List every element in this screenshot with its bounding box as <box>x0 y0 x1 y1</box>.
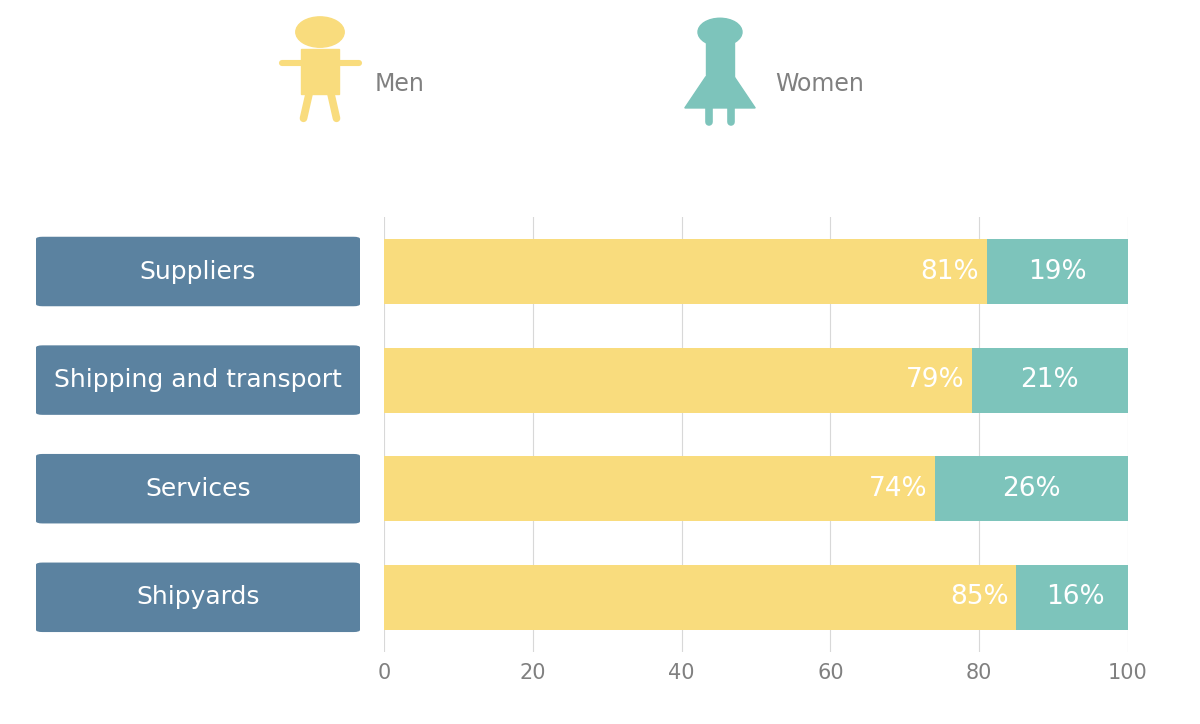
Text: 26%: 26% <box>1002 476 1061 502</box>
Text: 81%: 81% <box>920 258 979 285</box>
Polygon shape <box>685 77 755 108</box>
Text: 74%: 74% <box>869 476 928 502</box>
Bar <box>935 456 1128 521</box>
Text: Suppliers: Suppliers <box>140 259 256 284</box>
Text: Services: Services <box>145 476 251 501</box>
Bar <box>384 239 986 304</box>
Text: 79%: 79% <box>906 367 965 393</box>
Bar <box>384 348 972 413</box>
Text: 19%: 19% <box>1028 258 1087 285</box>
Text: 85%: 85% <box>950 584 1009 610</box>
Circle shape <box>296 17 344 47</box>
Bar <box>301 49 338 94</box>
Text: 21%: 21% <box>1020 367 1079 393</box>
FancyBboxPatch shape <box>36 237 360 306</box>
FancyBboxPatch shape <box>36 563 360 632</box>
Circle shape <box>698 18 742 46</box>
Bar <box>384 456 935 521</box>
Text: Men: Men <box>374 72 425 96</box>
Text: 16%: 16% <box>1046 584 1105 610</box>
Text: Shipping and transport: Shipping and transport <box>54 368 342 392</box>
FancyBboxPatch shape <box>36 345 360 415</box>
Text: Shipyards: Shipyards <box>137 585 259 610</box>
Bar <box>1016 565 1135 630</box>
Bar <box>384 565 1016 630</box>
Bar <box>706 43 734 77</box>
Bar <box>986 239 1128 304</box>
Text: Women: Women <box>775 72 864 96</box>
FancyBboxPatch shape <box>36 454 360 523</box>
Bar <box>972 348 1128 413</box>
